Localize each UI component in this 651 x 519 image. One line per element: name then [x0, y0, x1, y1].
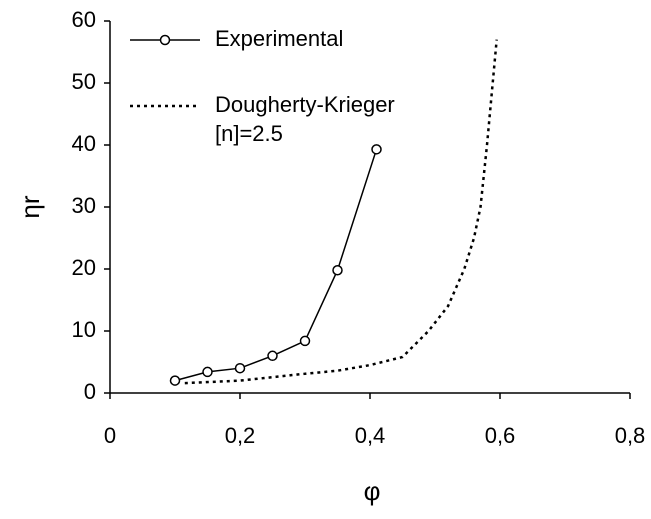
x-tick-label: 0,8 [615, 423, 646, 448]
data-point [299, 335, 311, 347]
y-tick-label: 40 [72, 131, 96, 156]
legend-label: Dougherty-Krieger [n]=2.5 [215, 92, 395, 146]
y-tick-label: 30 [72, 193, 96, 218]
series-line [174, 149, 378, 382]
legend-label: Experimental [215, 26, 343, 51]
data-point [371, 144, 382, 155]
series-line [184, 39, 498, 385]
y-tick-label: 10 [72, 317, 96, 342]
y-tick-label: 50 [72, 69, 96, 94]
data-point [234, 362, 246, 374]
x-tick-label: 0 [104, 423, 116, 448]
x-axis-label: φ [364, 476, 381, 506]
data-point [202, 366, 213, 378]
data-point [332, 264, 343, 276]
x-tick-label: 0,2 [225, 423, 256, 448]
legend-marker [159, 34, 171, 46]
data-point [267, 350, 278, 362]
y-tick-label: 60 [72, 7, 96, 32]
y-tick-label: 0 [84, 379, 96, 404]
y-tick-label: 20 [72, 255, 96, 280]
data-point [169, 375, 181, 386]
x-tick-label: 0,6 [485, 423, 516, 448]
x-tick-label: 0,4 [355, 423, 386, 448]
y-axis-label: ηr [15, 195, 45, 218]
